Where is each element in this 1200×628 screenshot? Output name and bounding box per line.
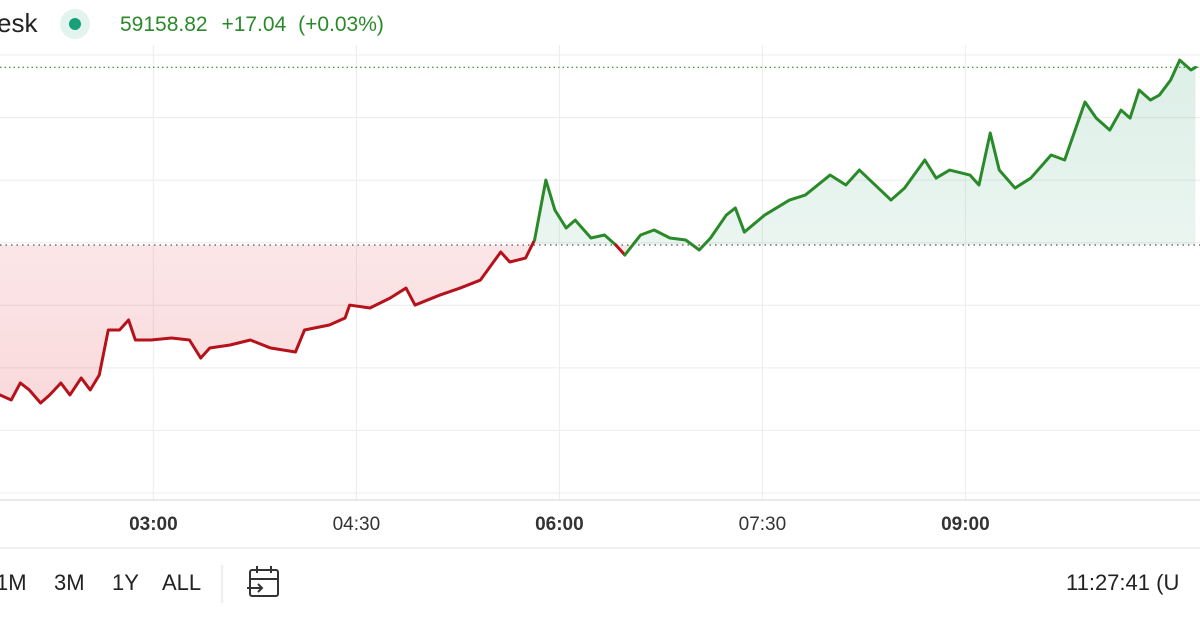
price-line	[614, 243, 627, 257]
range-button[interactable]: 3M	[54, 570, 85, 595]
area-up	[532, 60, 1196, 246]
price-change-pct: (+0.03%)	[298, 13, 384, 36]
range-button[interactable]: 1Y	[112, 570, 139, 595]
range-button[interactable]: ALL	[162, 570, 201, 595]
status-dot	[69, 18, 81, 30]
price: 59158.82	[120, 13, 208, 36]
range-button[interactable]: 1M	[0, 570, 27, 595]
price-change: +17.04	[221, 13, 286, 36]
x-tick-label: 06:00	[535, 514, 584, 535]
x-tick-label: 09:00	[941, 514, 990, 535]
price-line	[533, 178, 618, 247]
price-line	[623, 58, 1197, 257]
plot	[0, 58, 1200, 405]
price-line	[0, 238, 537, 405]
area-down	[0, 245, 1196, 404]
instrument-name: esk	[0, 8, 38, 38]
x-tick-label: 07:30	[739, 514, 787, 535]
timestamp: 11:27:41 (U	[1066, 570, 1179, 595]
toolbar: 1M 3M 1Y ALL	[0, 570, 201, 595]
price-text: 59158.82 +17.04 (+0.03%)	[120, 13, 384, 36]
calendar-button[interactable]	[247, 566, 279, 597]
x-tick-label: 03:00	[129, 514, 178, 535]
x-tick-label: 04:30	[333, 514, 381, 535]
